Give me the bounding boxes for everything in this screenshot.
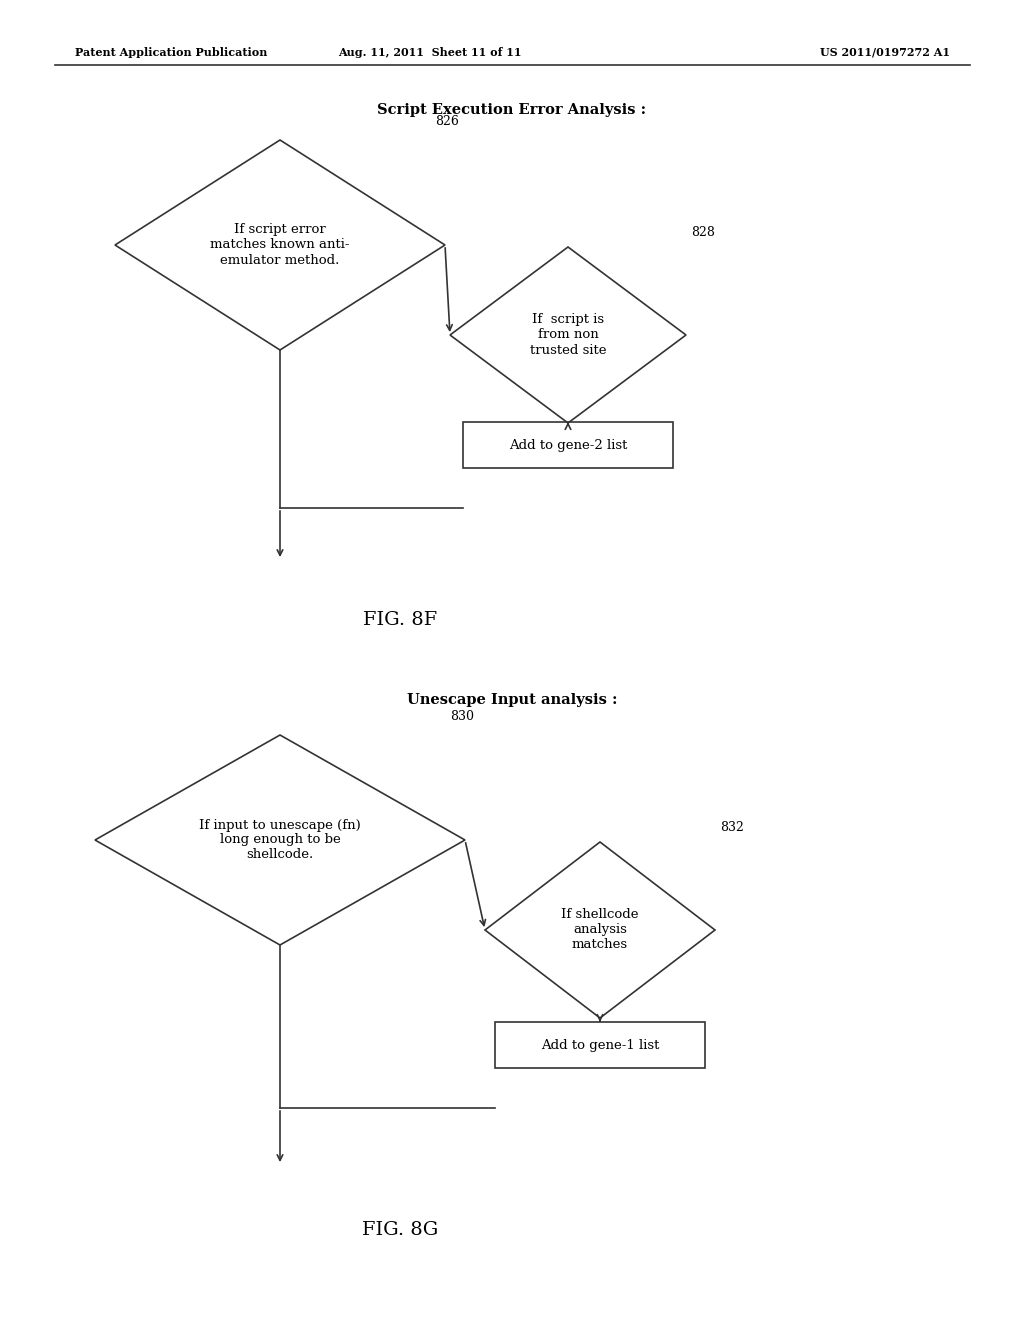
Text: If  script is
from non
trusted site: If script is from non trusted site	[529, 314, 606, 356]
Text: US 2011/0197272 A1: US 2011/0197272 A1	[820, 46, 950, 58]
Text: 828: 828	[691, 226, 715, 239]
Text: 832: 832	[720, 821, 743, 834]
Text: If shellcode
analysis
matches: If shellcode analysis matches	[561, 908, 639, 952]
Text: Unescape Input analysis :: Unescape Input analysis :	[407, 693, 617, 708]
Bar	[495, 1022, 705, 1068]
Text: FIG. 8G: FIG. 8G	[361, 1221, 438, 1239]
Bar	[463, 422, 673, 469]
Text: Patent Application Publication: Patent Application Publication	[75, 46, 267, 58]
Text: Script Execution Error Analysis :: Script Execution Error Analysis :	[378, 103, 646, 117]
Text: FIG. 8F: FIG. 8F	[362, 611, 437, 630]
Text: 830: 830	[450, 710, 474, 723]
Text: If script error
matches known anti-
emulator method.: If script error matches known anti- emul…	[210, 223, 350, 267]
Text: If input to unescape (fn)
long enough to be
shellcode.: If input to unescape (fn) long enough to…	[199, 818, 360, 862]
Text: 826: 826	[435, 115, 459, 128]
Text: Add to gene-1 list: Add to gene-1 list	[541, 1039, 659, 1052]
Text: Add to gene-2 list: Add to gene-2 list	[509, 438, 627, 451]
Text: Aug. 11, 2011  Sheet 11 of 11: Aug. 11, 2011 Sheet 11 of 11	[338, 46, 522, 58]
